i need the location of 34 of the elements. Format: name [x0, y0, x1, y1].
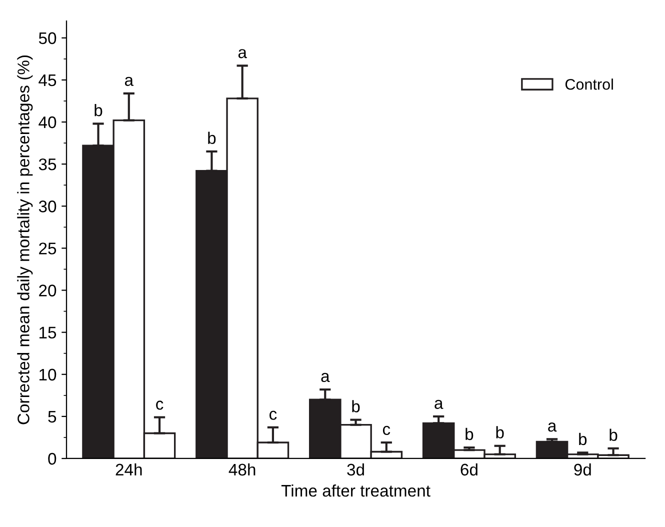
- data-label: b: [579, 432, 587, 446]
- y-tick-label: 50: [38, 32, 56, 44]
- y-axis-title: Corrected mean daily mortality in percentages (%): [17, 56, 33, 424]
- y-tick-label: 10: [40, 368, 56, 381]
- data-label: c: [270, 410, 277, 420]
- data-label: a: [238, 49, 247, 58]
- x-tick-label: 3d: [347, 463, 364, 476]
- data-label: b: [352, 400, 360, 412]
- x-tick-label: 24h: [116, 463, 142, 476]
- legend-label: Control: [565, 78, 613, 90]
- y-tick-label: 5: [48, 411, 56, 423]
- data-label: a: [321, 372, 330, 382]
- data-label: a: [548, 422, 557, 432]
- data-label: b: [610, 428, 618, 441]
- y-tick-label: 40: [38, 116, 56, 128]
- y-tick-label: 0: [48, 452, 56, 465]
- data-label: a: [124, 76, 134, 86]
- data-label: b: [208, 132, 216, 144]
- data-label: b: [94, 104, 102, 116]
- data-label: b: [466, 428, 474, 440]
- x-tick-label: 6d: [460, 463, 478, 476]
- x-tick-label: 9d: [574, 463, 591, 476]
- y-tick-label: 20: [39, 284, 56, 296]
- x-tick-label: 48h: [228, 463, 256, 476]
- y-tick-label: 15: [40, 326, 56, 339]
- data-label: a: [434, 400, 444, 409]
- y-tick-label: 25: [39, 242, 56, 254]
- y-tick-label: 35: [38, 158, 56, 170]
- x-axis-title: Time after treatment: [281, 484, 430, 497]
- y-tick-label: 30: [38, 200, 56, 212]
- y-tick-label: 45: [38, 74, 56, 86]
- data-label: b: [496, 426, 504, 438]
- data-label: c: [156, 400, 164, 410]
- data-label: c: [382, 426, 390, 436]
